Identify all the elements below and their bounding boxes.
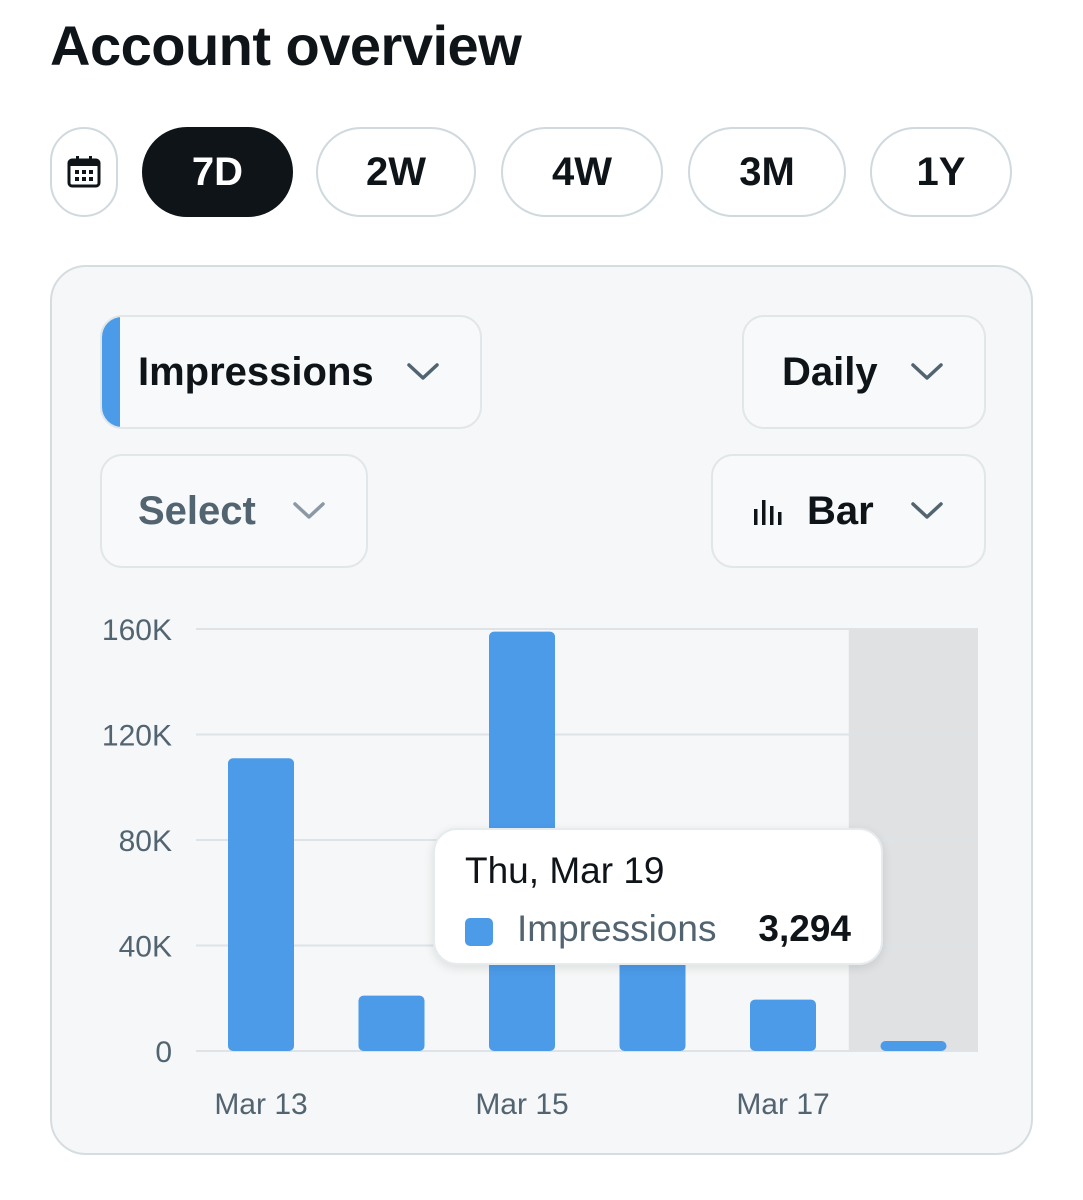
metric-color-indicator: [102, 317, 120, 427]
chart-type-dropdown[interactable]: Bar: [711, 454, 986, 568]
metric-dropdown-label: Impressions: [138, 349, 374, 394]
bar: [228, 758, 294, 1051]
y-tick-label: 120K: [102, 720, 172, 753]
y-tick-label: 40K: [119, 931, 172, 964]
tooltip-date: Thu, Mar 19: [465, 850, 665, 891]
range-1y-button[interactable]: 1Y: [870, 127, 1012, 217]
bar: [619, 956, 686, 1051]
chart-tooltip: Thu, Mar 19 Impressions 3,294: [433, 828, 883, 965]
page-title: Account overview: [50, 14, 522, 77]
chart-type-dropdown-label: Bar: [807, 488, 874, 533]
range-4w-button[interactable]: 4W: [501, 127, 663, 217]
range-3m-button[interactable]: 3M: [688, 127, 846, 217]
bar: [358, 995, 425, 1051]
compare-dropdown[interactable]: Select: [100, 454, 368, 568]
chevron-down-icon: [911, 502, 943, 519]
interval-dropdown-label: Daily: [782, 349, 878, 394]
x-tick-label: Mar 13: [214, 1088, 307, 1121]
chevron-down-icon: [911, 363, 943, 380]
compare-dropdown-label: Select: [138, 488, 256, 533]
x-tick-label: Mar 15: [475, 1088, 568, 1121]
bar-chart-icon: [754, 500, 782, 525]
range-7d-button[interactable]: 7D: [142, 127, 293, 217]
y-tick-label: 0: [155, 1036, 172, 1069]
x-tick-label: Mar 17: [736, 1088, 829, 1121]
tooltip-series-swatch: [465, 918, 493, 946]
tooltip-value: 3,294: [758, 908, 851, 949]
interval-dropdown[interactable]: Daily: [742, 315, 986, 429]
calendar-icon: [67, 156, 101, 188]
calendar-button[interactable]: [50, 127, 118, 217]
tooltip-series-name: Impressions: [517, 908, 717, 949]
chevron-down-icon: [293, 502, 325, 519]
bar: [880, 1041, 947, 1051]
bar: [750, 999, 816, 1051]
chevron-down-icon: [407, 363, 439, 380]
y-tick-label: 160K: [102, 614, 172, 647]
range-2w-button[interactable]: 2W: [316, 127, 476, 217]
y-tick-label: 80K: [119, 825, 172, 858]
metric-dropdown[interactable]: Impressions: [100, 315, 482, 429]
